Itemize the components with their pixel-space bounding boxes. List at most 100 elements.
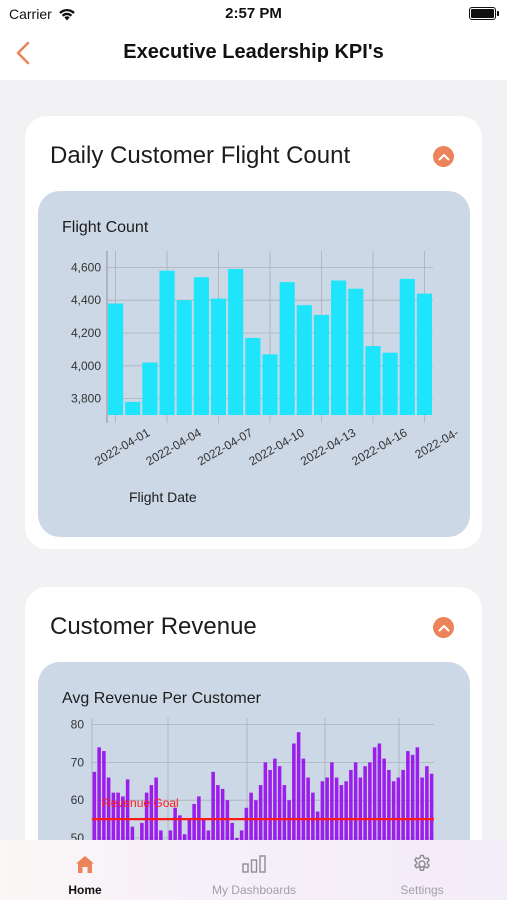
revenue-bar <box>154 777 158 900</box>
x-tick-label: 2022-04-04 <box>144 425 204 468</box>
revenue-bar <box>277 766 282 900</box>
revenue-bar <box>97 747 101 900</box>
revenue-bar <box>306 777 310 900</box>
y-tick-label: 70 <box>71 755 85 769</box>
chevron-up-icon <box>438 153 449 160</box>
x-tick-label: 2022-04-07 <box>195 425 255 468</box>
back-button[interactable] <box>10 38 40 68</box>
status-bar: Carrier 2:57 PM <box>0 0 507 28</box>
bar-chart-icon <box>242 855 266 873</box>
tab-settings[interactable]: Settings <box>387 840 457 900</box>
x-tick-label: 2022-04-01 <box>92 425 152 468</box>
tab-my-dashboards[interactable]: My Dashboards <box>198 840 310 900</box>
y-tick-label: 4,200 <box>71 326 101 340</box>
x-tick-label: 2022-04-10 <box>246 425 306 468</box>
revenue-bar <box>102 751 106 900</box>
flight-count-bar <box>210 298 227 415</box>
flight-count-bar <box>159 270 175 415</box>
status-time: 2:57 PM <box>225 5 282 22</box>
chevron-left-icon <box>16 41 30 65</box>
carrier-label: Carrier <box>9 6 52 22</box>
navigation-bar: Executive Leadership KPI's <box>0 28 507 80</box>
revenue-bar <box>429 773 434 900</box>
revenue-bar <box>363 766 367 900</box>
chevron-up-icon <box>438 624 449 631</box>
revenue-bar <box>125 779 130 900</box>
revenue-bar <box>349 769 353 900</box>
revenue-bar <box>211 771 215 900</box>
flight-count-bar <box>228 269 244 415</box>
flight-count-bar <box>296 305 312 415</box>
flight-count-bar <box>382 352 398 415</box>
y-tick-label: 4,600 <box>71 260 101 274</box>
revenue-bar <box>387 769 391 900</box>
x-tick-label: 2022-04-13 <box>298 425 358 468</box>
revenue-bar <box>353 762 358 900</box>
revenue-bar <box>372 747 377 900</box>
flight-count-bar <box>262 354 278 415</box>
tab-label: Home <box>68 883 102 897</box>
collapse-button[interactable] <box>433 146 454 167</box>
flight-count-bar <box>313 314 330 415</box>
status-carrier: Carrier <box>9 6 76 22</box>
chart-title: Flight Count <box>62 219 149 236</box>
y-tick-label: 4,000 <box>71 359 101 373</box>
wifi-icon <box>58 8 75 20</box>
revenue-bar <box>268 769 272 900</box>
flight-count-bar <box>125 401 141 415</box>
flight-count-chart: Flight Count Flight Date 3,800 4,000 4,200… <box>62 219 461 505</box>
revenue-bar <box>410 754 415 900</box>
revenue-bar <box>334 777 339 900</box>
y-tick-label: 80 <box>71 718 85 732</box>
tab-home[interactable]: Home <box>54 840 116 900</box>
y-tick-label: 3,800 <box>71 392 101 406</box>
revenue-bar <box>273 758 277 900</box>
collapse-button[interactable] <box>433 617 454 638</box>
y-tick-label: 60 <box>71 793 85 807</box>
revenue-bar <box>415 747 420 900</box>
tab-label: My Dashboards <box>211 883 297 897</box>
revenue-goal-label: Revenue Goal <box>102 796 179 810</box>
flight-count-chart-panel: Flight Count Flight Date 3,800 4,000 4,200… <box>38 191 470 537</box>
revenue-bar <box>263 762 268 900</box>
revenue-bar <box>92 771 97 900</box>
revenue-bar <box>325 777 329 900</box>
tab-label: Settings <box>400 883 444 897</box>
home-icon <box>76 855 94 873</box>
revenue-bar <box>401 769 405 900</box>
flight-count-bar <box>348 288 364 415</box>
flight-count-bar <box>279 282 295 415</box>
flight-count-bar <box>176 300 192 415</box>
page-title: Executive Leadership KPI's <box>123 41 384 63</box>
card-title: Customer Revenue <box>50 613 257 640</box>
chart-title: Avg Revenue Per Customer <box>62 690 262 707</box>
flight-count-bar <box>108 303 124 415</box>
flight-count-bar <box>142 362 158 415</box>
revenue-bar <box>296 732 301 900</box>
revenue-bar <box>330 762 334 900</box>
flight-count-bar <box>331 280 347 415</box>
x-axis-label: Flight Date <box>129 489 197 505</box>
flight-count-card: Daily Customer Flight Count Flight Count… <box>25 116 482 549</box>
revenue-bar <box>301 758 306 900</box>
battery-icon <box>469 7 499 20</box>
revenue-bar <box>358 777 363 900</box>
flight-count-bar <box>416 293 432 415</box>
card-title: Daily Customer Flight Count <box>50 142 351 169</box>
y-tick-label: 4,400 <box>71 293 101 307</box>
revenue-bar <box>368 762 372 900</box>
flight-count-bar <box>399 278 415 415</box>
revenue-bar <box>377 743 382 900</box>
tab-bar: Home My Dashboards Settings <box>0 840 507 900</box>
gear-icon <box>414 854 430 871</box>
flight-count-bar <box>245 337 261 415</box>
revenue-bar <box>292 743 296 900</box>
x-tick-label: 2022-04- <box>412 425 461 461</box>
flight-count-bar <box>365 346 381 415</box>
revenue-bar <box>396 777 401 900</box>
revenue-bar <box>106 777 111 900</box>
revenue-bar <box>406 751 410 900</box>
revenue-bar <box>420 777 424 900</box>
x-tick-label: 2022-04-16 <box>349 425 409 468</box>
revenue-bar <box>382 758 386 900</box>
